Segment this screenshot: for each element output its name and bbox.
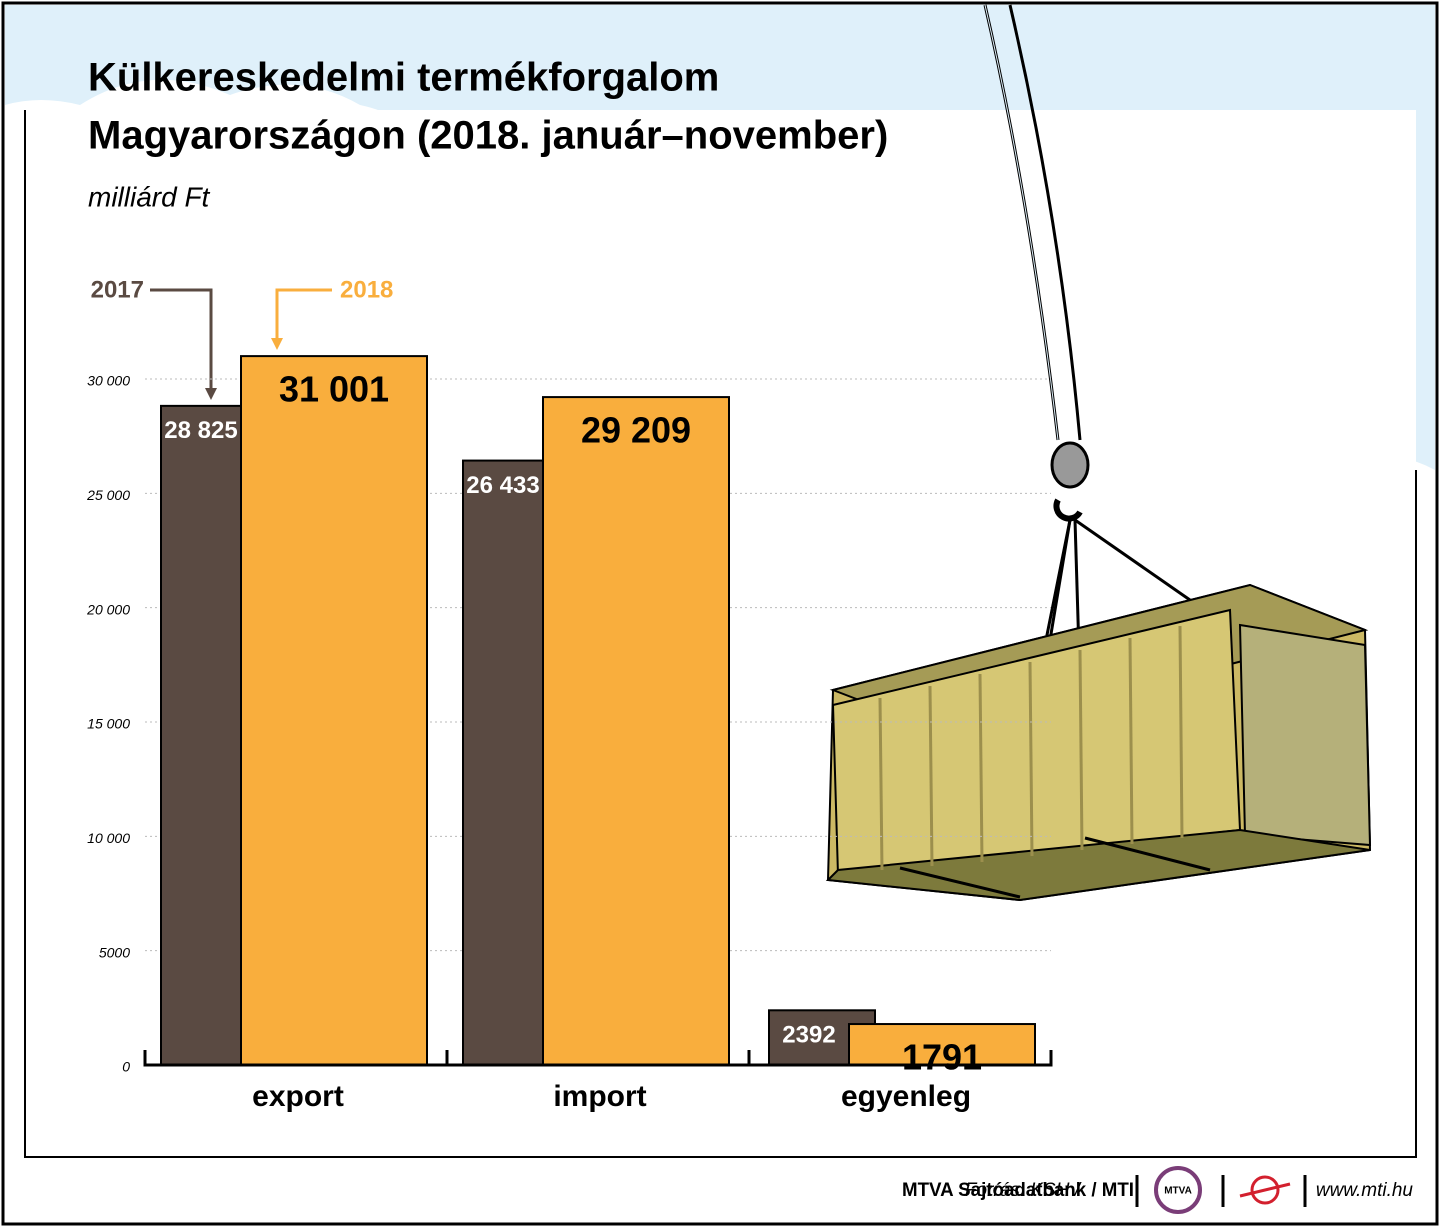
y-tick-label: 10 000 xyxy=(87,830,130,846)
slings xyxy=(899,836,1211,899)
y-tick-label: 20 000 xyxy=(86,601,130,617)
value-label: 26 433 xyxy=(466,472,539,499)
y-tick-label: 15 000 xyxy=(87,716,130,732)
value-label: 29 209 xyxy=(581,410,691,451)
x-tick-label: import xyxy=(553,1080,646,1113)
legend-arrow xyxy=(275,288,332,342)
inner-frame xyxy=(24,110,1417,1158)
legend-arrowhead xyxy=(205,388,217,400)
subtitle: milliárd Ft xyxy=(88,181,211,212)
value-label: 28 825 xyxy=(164,417,237,444)
bar xyxy=(160,404,242,1066)
value-label: 1791 xyxy=(902,1037,982,1078)
bar xyxy=(240,355,428,1066)
logo-ring xyxy=(1154,1166,1202,1214)
y-tick-label: 30 000 xyxy=(87,373,130,389)
x-tick-label: export xyxy=(252,1080,344,1113)
source-bold: MTVA Sajtóadatbank / MTI xyxy=(902,1180,1134,1201)
bar xyxy=(462,459,544,1066)
mti-logo xyxy=(1239,1182,1291,1198)
title: Magyarországon (2018. január–november) xyxy=(88,114,888,158)
bar xyxy=(542,396,730,1066)
value-label: 31 001 xyxy=(279,369,389,410)
y-tick-label: 0 xyxy=(122,1059,130,1075)
hook xyxy=(1050,441,1090,522)
value-label: 2392 xyxy=(782,1022,835,1049)
container xyxy=(825,583,1372,902)
legend-arrow xyxy=(150,288,213,392)
title: Külkereskedelmi termékforgalom xyxy=(88,56,719,100)
legend-arrowhead xyxy=(271,338,283,350)
website: www.mti.hu xyxy=(1316,1180,1414,1201)
legend-label: 2018 xyxy=(340,276,393,303)
source: Forrás: KSH / xyxy=(965,1180,1082,1201)
x-tick-label: egyenleg xyxy=(841,1080,971,1113)
legend-label: 2017 xyxy=(91,276,144,303)
x-axis xyxy=(143,1050,1053,1067)
y-tick-label: 25 000 xyxy=(86,487,130,503)
y-tick-label: 5000 xyxy=(99,944,130,960)
logo: MTVA xyxy=(1164,1186,1192,1197)
mti-logo xyxy=(1250,1175,1280,1205)
